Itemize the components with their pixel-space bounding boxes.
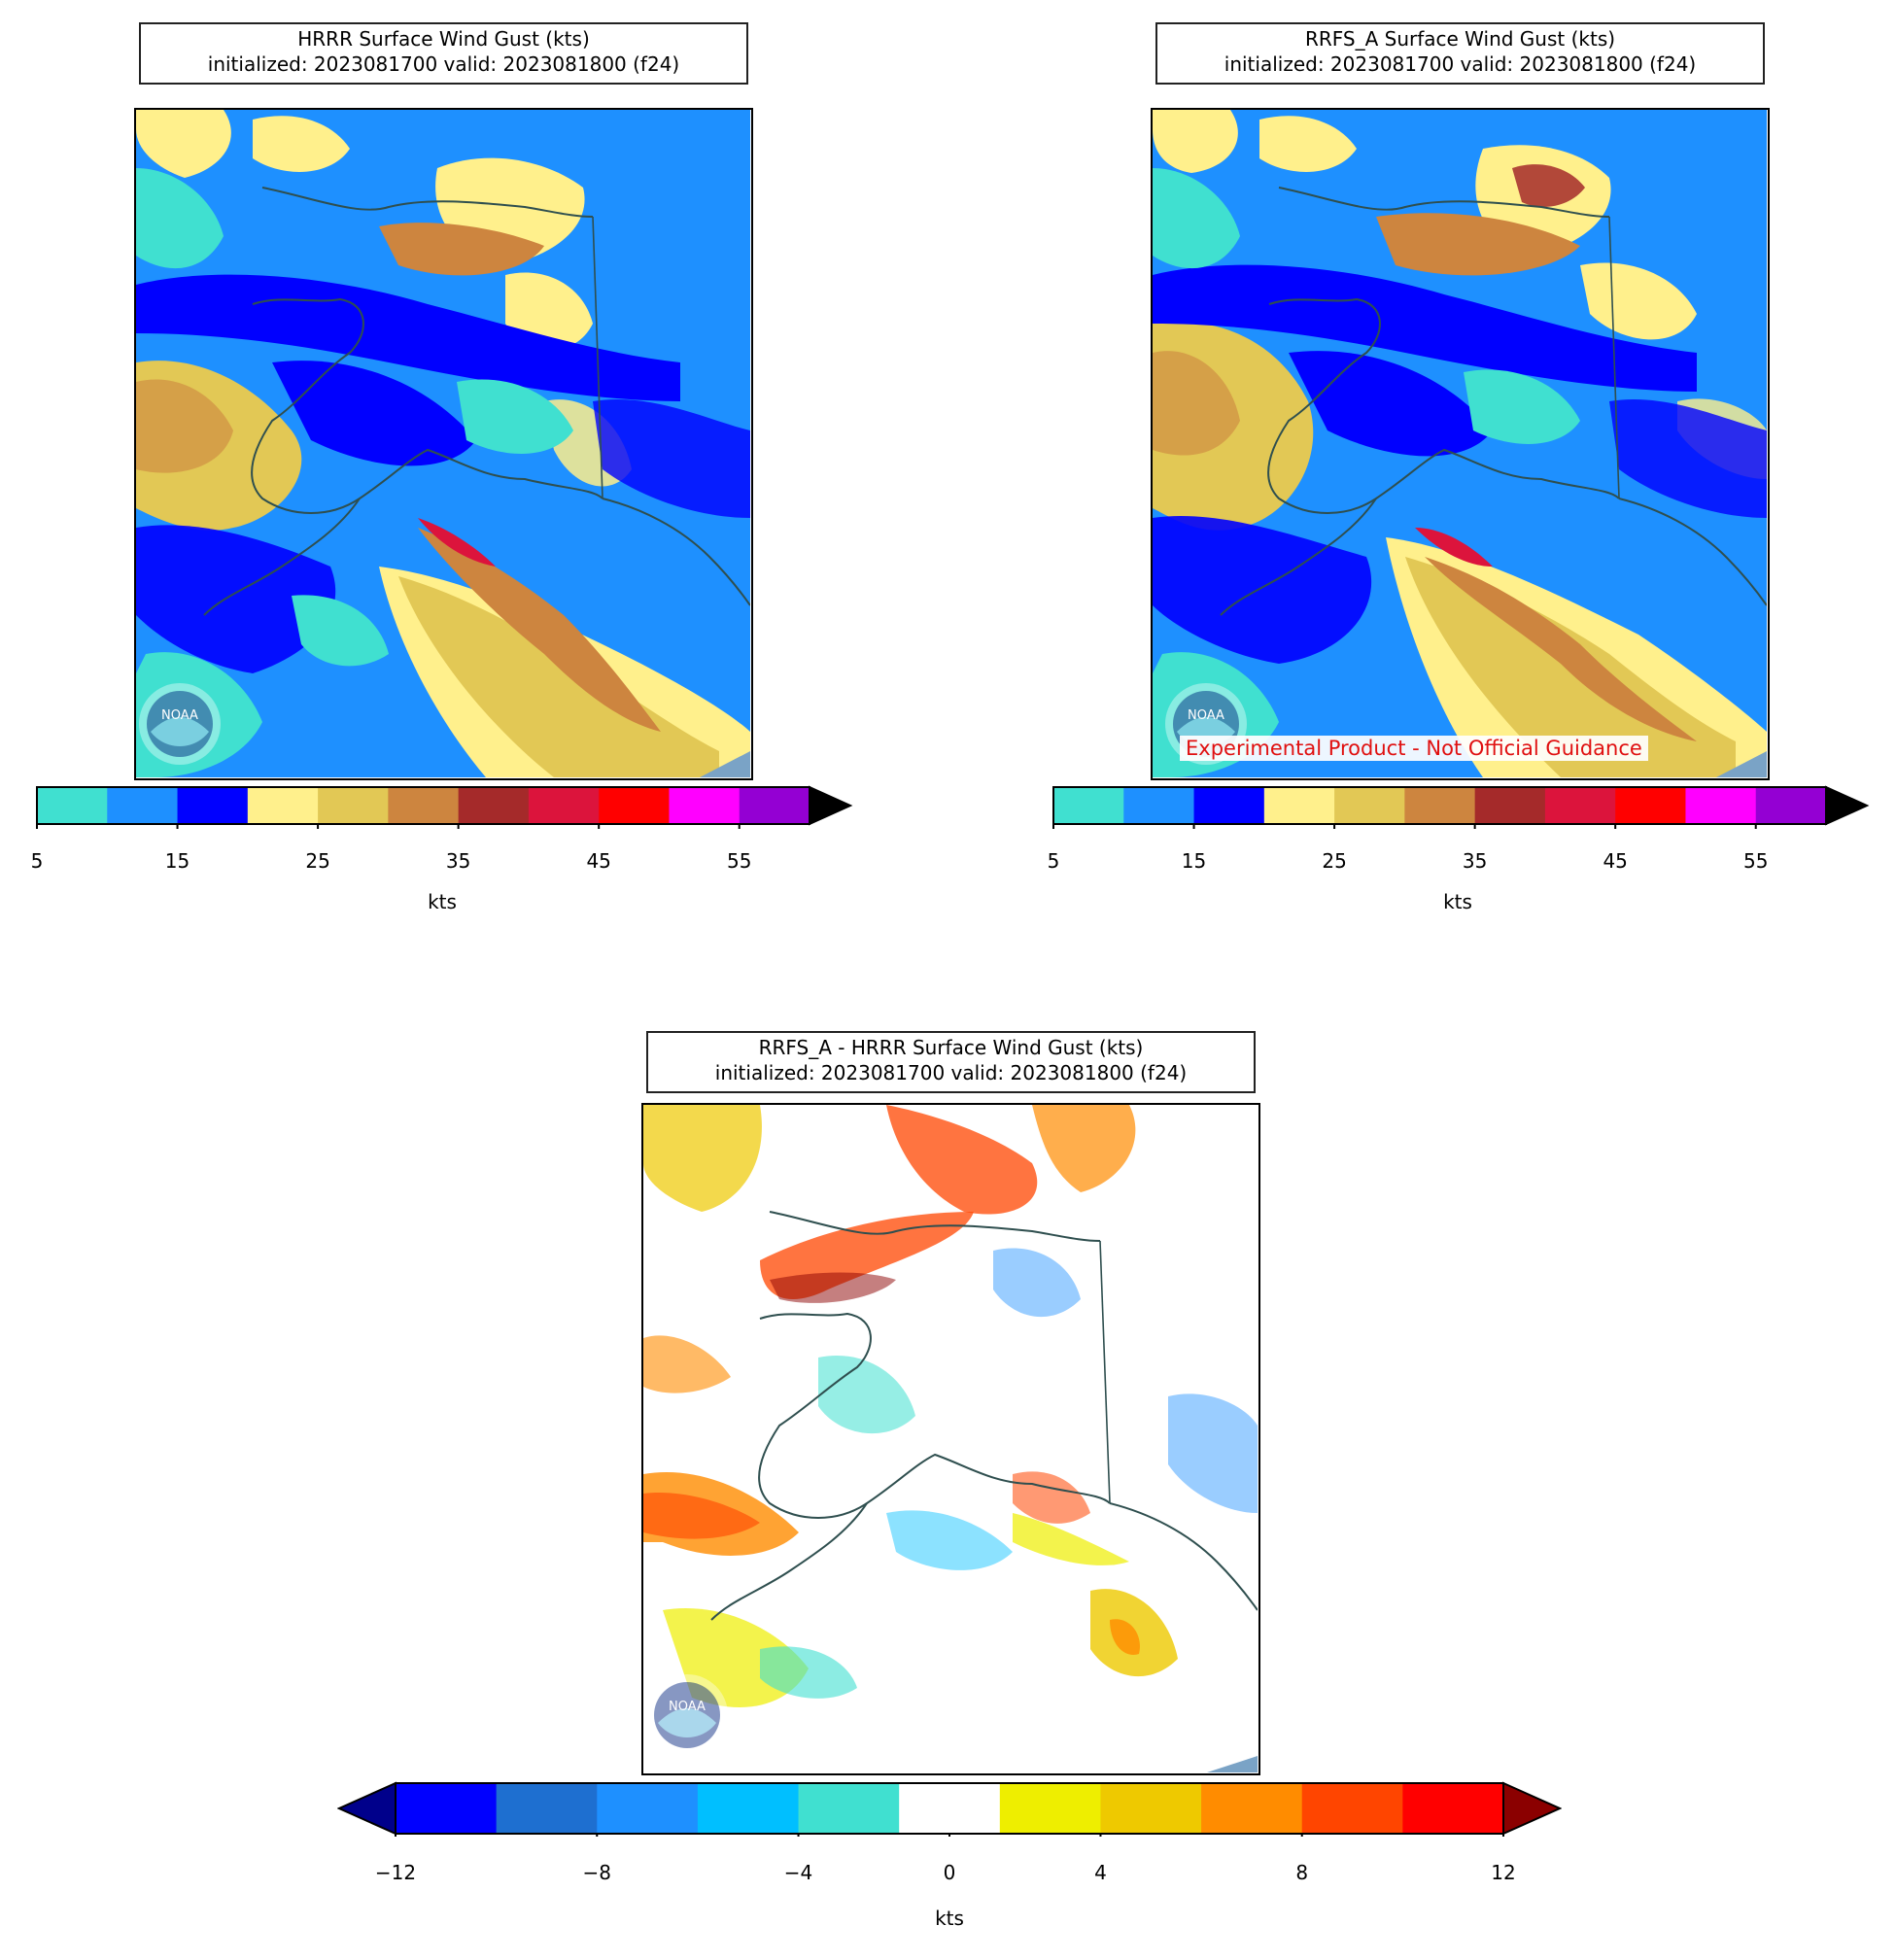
hrrr-colorbar-bin-0 <box>37 787 108 824</box>
undefined-bin-5 <box>899 1783 1001 1834</box>
undefined-bin-7 <box>1100 1783 1202 1834</box>
undefined-tick-label: −4 <box>783 1861 813 1884</box>
hrrr-colorbar-extend-max <box>809 785 853 826</box>
rrfs-colorbar-bin-6 <box>1474 787 1546 824</box>
undefined-extend-min <box>336 1781 396 1836</box>
hrrr-title-line2: initialized: 2023081700 valid: 202308180… <box>207 52 680 76</box>
rrfs-colorbar-bin-8 <box>1615 787 1686 824</box>
rrfs-colorbar-tick-label: 45 <box>1603 849 1628 873</box>
rrfs-colorbar-bin-0 <box>1053 787 1124 824</box>
diff-title-line2: initialized: 2023081700 valid: 202308180… <box>714 1061 1188 1084</box>
hrrr-colorbar-bin-3 <box>247 787 319 824</box>
rrfs-colorbar-tick-label: 55 <box>1742 849 1769 873</box>
hrrr-colorbar <box>35 785 861 832</box>
hrrr-colorbar-bin-5 <box>388 787 460 824</box>
hrrr-colorbar-bin-6 <box>458 787 530 824</box>
hrrr-noaa-logo-text: NOAA <box>161 708 198 723</box>
undefined-tick-label: −12 <box>374 1861 417 1884</box>
rrfs-colorbar-bin-3 <box>1263 787 1335 824</box>
undefined-bin-9 <box>1301 1783 1403 1834</box>
undefined-bin-6 <box>999 1783 1101 1834</box>
hrrr-colorbar-tick-label: 25 <box>305 849 330 873</box>
hrrr-colorbar-outline <box>36 786 810 825</box>
undefined-tick-label: 0 <box>943 1861 956 1884</box>
rrfs-map-graphic: NOAA <box>1153 110 1767 777</box>
rrfs-colorbar-bin-5 <box>1404 787 1476 824</box>
undefined-extend-max <box>1502 1781 1563 1836</box>
diff-gust-map: NOAA <box>641 1103 1260 1775</box>
undefined-bin-3 <box>697 1783 800 1834</box>
hrrr-colorbar-tick-label: 35 <box>445 849 471 873</box>
hrrr-gust-map: NOAA <box>134 108 753 780</box>
hrrr-title-line1: HRRR Surface Wind Gust (kts) <box>297 27 590 51</box>
undefined-bin-8 <box>1201 1783 1303 1834</box>
hrrr-noaa-logo-icon <box>139 683 221 765</box>
rrfs-colorbar-bin-10 <box>1755 787 1827 824</box>
hrrr-colorbar-tick-label: 5 <box>30 849 44 873</box>
hrrr-colorbar-bin-9 <box>669 787 741 824</box>
hrrr-colorbar-bin-10 <box>739 787 810 824</box>
hrrr-colorbar-graphic <box>36 785 853 832</box>
rrfs-title: RRFS_A Surface Wind Gust (kts) initializ… <box>1155 22 1765 85</box>
rrfs-colorbar-bin-7 <box>1544 787 1616 824</box>
hrrr-title: HRRR Surface Wind Gust (kts) initialized… <box>139 22 748 85</box>
rrfs-colorbar-graphic <box>1052 785 1870 832</box>
hrrr-colorbar-bin-1 <box>107 787 179 824</box>
diff-map-graphic: NOAA <box>643 1105 1258 1772</box>
diff-title: RRFS_A - HRRR Surface Wind Gust (kts) in… <box>646 1031 1256 1093</box>
hrrr-colorbar-bin-7 <box>528 787 600 824</box>
rrfs-colorbar-bin-4 <box>1334 787 1405 824</box>
rrfs-colorbar <box>1051 785 1878 832</box>
hrrr-map-graphic: NOAA <box>136 110 750 777</box>
undefined-bin-0 <box>396 1783 498 1834</box>
hrrr-colorbar-bin-4 <box>318 787 389 824</box>
rrfs-colorbar-bin-2 <box>1193 787 1265 824</box>
undefined-bin-10 <box>1402 1783 1504 1834</box>
diff-title-line1: RRFS_A - HRRR Surface Wind Gust (kts) <box>758 1036 1144 1059</box>
rrfs-noaa-logo-text: NOAA <box>1188 708 1224 723</box>
diff-noaa-logo-icon <box>646 1674 728 1756</box>
hrrr-colorbar-bin-2 <box>177 787 249 824</box>
diff-colorbar-unit: kts <box>935 1907 964 1930</box>
undefined-bin-1 <box>496 1783 598 1834</box>
hrrr-colorbar-bin-8 <box>599 787 670 824</box>
undefined-tick-label: −8 <box>582 1861 612 1884</box>
rrfs-colorbar-outline <box>1052 786 1827 825</box>
hrrr-colorbar-tick-label: 45 <box>586 849 611 873</box>
undefined-tick-label: 8 <box>1295 1861 1309 1884</box>
undefined-tick-label: 4 <box>1094 1861 1107 1884</box>
rrfs-colorbar-tick-label: 15 <box>1181 849 1207 873</box>
undefined-bin-4 <box>798 1783 900 1834</box>
rrfs-title-line1: RRFS_A Surface Wind Gust (kts) <box>1304 27 1616 51</box>
rrfs-title-line2: initialized: 2023081700 valid: 202308180… <box>1224 52 1697 76</box>
rrfs-colorbar-unit: kts <box>1443 890 1472 913</box>
rrfs-colorbar-extend-max <box>1825 785 1870 826</box>
hrrr-colorbar-unit: kts <box>428 890 457 913</box>
hrrr-colorbar-tick-label: 55 <box>726 849 752 873</box>
diff-colorbar <box>336 1781 1563 1841</box>
undefined-tick-label: 12 <box>1491 1861 1516 1884</box>
hrrr-colorbar-tick-label: 15 <box>164 849 190 873</box>
experimental-disclaimer: Experimental Product - Not Official Guid… <box>1180 736 1648 761</box>
rrfs-colorbar-tick-label: 25 <box>1322 849 1347 873</box>
rrfs-colorbar-bin-1 <box>1123 787 1195 824</box>
undefined-bin-2 <box>597 1783 699 1834</box>
diff-colorbar-graphic <box>336 1781 1563 1841</box>
diff-noaa-logo-text: NOAA <box>669 1700 706 1714</box>
rrfs-gust-map: NOAA <box>1151 108 1770 780</box>
rrfs-colorbar-bin-9 <box>1685 787 1757 824</box>
rrfs-colorbar-tick-label: 35 <box>1462 849 1488 873</box>
rrfs-colorbar-tick-label: 5 <box>1047 849 1060 873</box>
